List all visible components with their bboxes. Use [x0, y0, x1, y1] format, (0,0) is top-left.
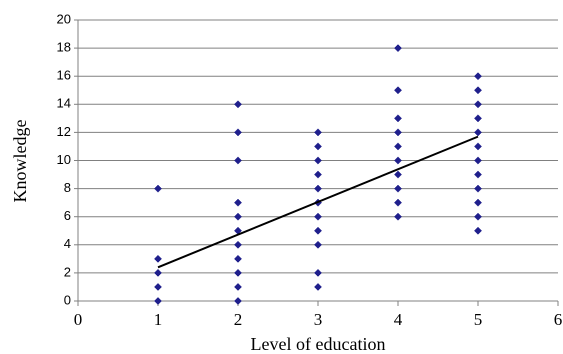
data-point: [314, 156, 322, 165]
data-point: [474, 184, 482, 193]
data-point: [474, 72, 482, 81]
x-tick-label-5: 5: [474, 310, 483, 329]
y-axis-title: Knowledge: [10, 120, 30, 203]
data-point: [234, 212, 242, 221]
trend-line: [157, 135, 479, 269]
data-point: [314, 170, 322, 179]
data-point: [474, 86, 482, 95]
data-point: [394, 86, 402, 95]
data-point: [154, 254, 162, 263]
data-point: [314, 184, 322, 193]
y-tick-label-8: 8: [64, 180, 71, 195]
data-point: [154, 282, 162, 291]
data-point: [314, 142, 322, 151]
y-tick-label-4: 4: [64, 236, 71, 251]
data-point: [474, 114, 482, 123]
data-point: [474, 226, 482, 235]
data-points: [154, 44, 482, 305]
data-point: [394, 142, 402, 151]
y-tick-label-12: 12: [57, 124, 71, 139]
data-point: [314, 282, 322, 291]
x-tick-label-1: 1: [154, 310, 163, 329]
data-point: [234, 156, 242, 165]
data-point: [394, 212, 402, 221]
data-point: [474, 128, 482, 137]
data-point: [394, 170, 402, 179]
data-point: [234, 198, 242, 207]
y-tick-label-20: 20: [57, 11, 71, 26]
data-point: [394, 114, 402, 123]
data-point: [394, 156, 402, 165]
data-point: [234, 254, 242, 263]
x-axis-ticks: 0 1 2 3 4 5 6: [74, 301, 563, 329]
data-point: [314, 240, 322, 249]
data-point: [394, 198, 402, 207]
y-tick-label-16: 16: [57, 68, 71, 83]
y-tick-label-6: 6: [64, 208, 71, 223]
data-point: [474, 156, 482, 165]
y-axis-ticks: 0 2 4 6 8 10 12 14 16 18 20: [57, 11, 78, 307]
data-point: [474, 198, 482, 207]
data-point: [394, 128, 402, 137]
x-tick-label-0: 0: [74, 310, 83, 329]
data-point: [234, 282, 242, 291]
x-tick-label-4: 4: [394, 310, 403, 329]
y-tick-label-14: 14: [57, 96, 71, 111]
data-point: [474, 100, 482, 109]
data-point: [234, 297, 242, 305]
y-tick-label-10: 10: [57, 152, 71, 167]
y-tick-label-0: 0: [64, 292, 71, 307]
x-tick-label-3: 3: [314, 310, 323, 329]
y-tick-label-2: 2: [64, 264, 71, 279]
data-point: [314, 212, 322, 221]
x-tick-label-2: 2: [234, 310, 243, 329]
data-point: [314, 226, 322, 235]
y-tick-label-18: 18: [57, 40, 71, 55]
data-point: [314, 128, 322, 137]
x-tick-label-6: 6: [554, 310, 563, 329]
data-point: [154, 268, 162, 277]
data-point: [234, 128, 242, 137]
data-point: [154, 184, 162, 193]
data-point: [234, 268, 242, 277]
data-point: [394, 44, 402, 53]
data-point: [234, 100, 242, 109]
data-point: [474, 212, 482, 221]
x-axis-title: Level of education: [251, 334, 386, 354]
data-point: [474, 142, 482, 151]
data-point: [394, 184, 402, 193]
data-point: [234, 240, 242, 249]
data-point: [314, 268, 322, 277]
data-point: [154, 297, 162, 305]
data-point: [474, 170, 482, 179]
